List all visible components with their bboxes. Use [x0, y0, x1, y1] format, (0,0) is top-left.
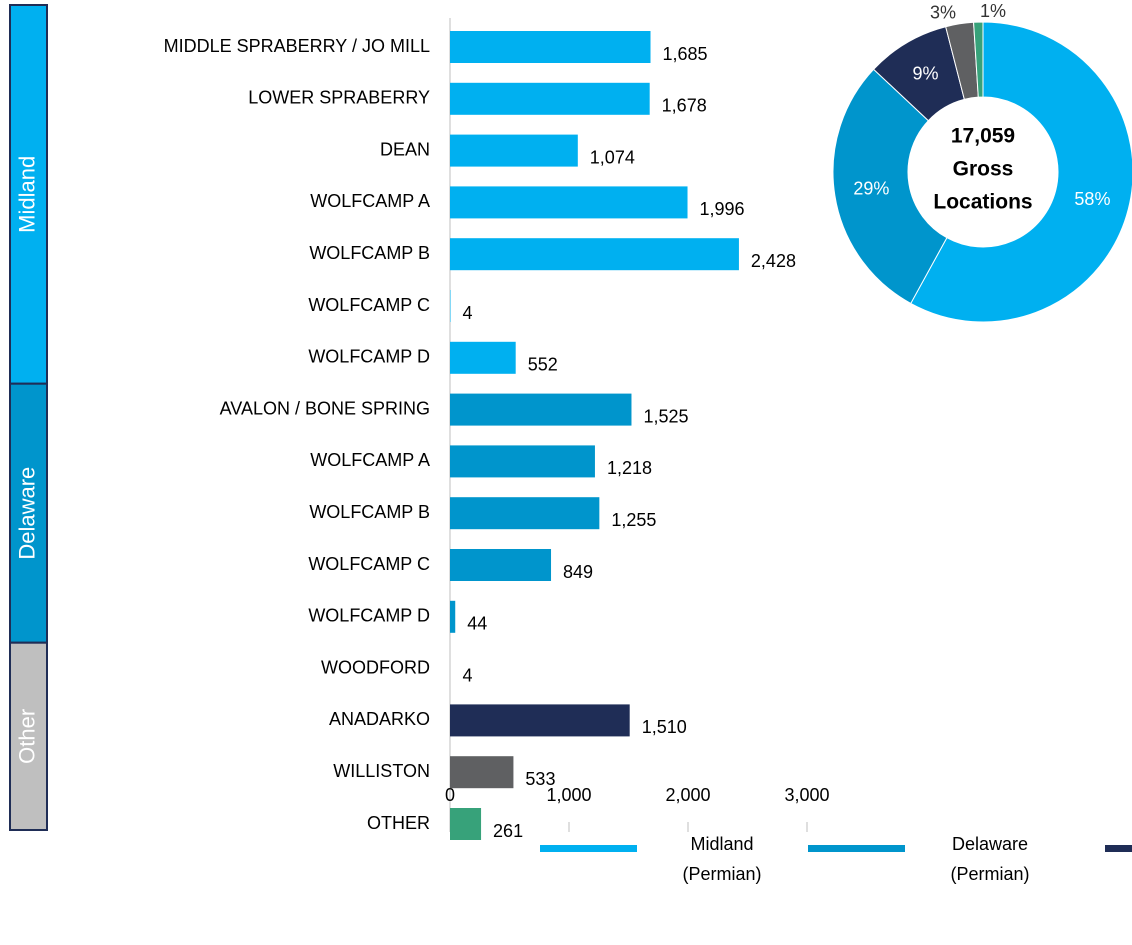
slice-label: 9%	[912, 63, 938, 83]
bar	[450, 756, 514, 789]
bar	[450, 393, 632, 426]
category-label: WOLFCAMP D	[308, 606, 430, 626]
slice-label: 58%	[1074, 189, 1110, 209]
value-label: 1,255	[611, 510, 656, 530]
legend-label: Delaware	[952, 834, 1028, 854]
bar	[450, 31, 651, 63]
value-label: 1,074	[590, 147, 635, 167]
value-label: 2,428	[751, 251, 796, 271]
bar	[450, 134, 578, 167]
category-label: AVALON / BONE SPRING	[220, 398, 430, 418]
bar	[450, 808, 482, 840]
legend-swatch	[808, 845, 905, 852]
category-label: WOLFCAMP C	[308, 295, 430, 315]
value-label: 261	[493, 821, 523, 841]
category-label: WOLFCAMP A	[310, 450, 430, 470]
value-label: 4	[462, 665, 472, 685]
center-text: Gross	[953, 158, 1014, 181]
value-label: 44	[467, 614, 487, 634]
group-label: Delaware	[14, 467, 39, 560]
group-label: Midland	[14, 156, 39, 233]
category-label: LOWER SPRABERRY	[248, 88, 430, 108]
value-label: 1,996	[700, 199, 745, 219]
category-label: WOLFCAMP C	[308, 554, 430, 574]
legend-label: (Permian)	[682, 864, 761, 884]
donut-slice	[973, 21, 984, 98]
bar	[450, 497, 600, 530]
value-label: 1,685	[663, 44, 708, 64]
value-label: 533	[525, 769, 555, 789]
category-label: OTHER	[367, 813, 430, 833]
category-label: WOLFCAMP D	[308, 347, 430, 367]
center-text: Locations	[933, 191, 1032, 214]
bar	[450, 445, 595, 478]
category-label: WOLFCAMP A	[310, 191, 430, 211]
value-label: 1,510	[642, 717, 687, 737]
category-label: WOLFCAMP B	[309, 502, 430, 522]
legend-swatch	[540, 845, 637, 852]
category-label: WOODFORD	[321, 657, 430, 677]
category-label: DEAN	[380, 139, 430, 159]
bar	[450, 82, 650, 115]
value-label: 1,218	[607, 458, 652, 478]
center-text: 17,059	[951, 125, 1015, 148]
slice-label: 29%	[853, 178, 889, 198]
category-label: ANADARKO	[329, 709, 430, 729]
category-label: MIDDLE SPRABERRY / JO MILL	[164, 36, 430, 56]
category-label: WOLFCAMP B	[309, 243, 430, 263]
bar	[450, 238, 739, 271]
x-tick-label: 1,000	[546, 785, 591, 805]
category-label: WILLISTON	[333, 761, 430, 781]
group-box	[9, 382, 48, 644]
value-label: 1,525	[643, 406, 688, 426]
donut-slice	[910, 21, 1132, 323]
x-tick-label: 2,000	[665, 785, 710, 805]
donut-slice	[832, 68, 948, 305]
value-label: 1,678	[662, 96, 707, 116]
x-tick-label: 3,000	[784, 785, 829, 805]
legend-label: Midland	[690, 834, 753, 854]
slice-label: 3%	[930, 3, 956, 23]
value-label: 849	[563, 562, 593, 582]
legend-swatch	[1105, 845, 1132, 852]
bar	[450, 600, 456, 633]
bar	[450, 704, 630, 737]
legend-label: (Permian)	[950, 864, 1029, 884]
value-label: 552	[528, 355, 558, 375]
group-label: Other	[14, 709, 39, 764]
bar	[450, 549, 552, 581]
bar	[450, 186, 688, 219]
slice-label: 1%	[980, 1, 1006, 21]
group-box	[9, 641, 48, 832]
bar	[450, 341, 516, 374]
x-tick-label: 0	[445, 785, 455, 805]
value-label: 4	[462, 303, 472, 323]
